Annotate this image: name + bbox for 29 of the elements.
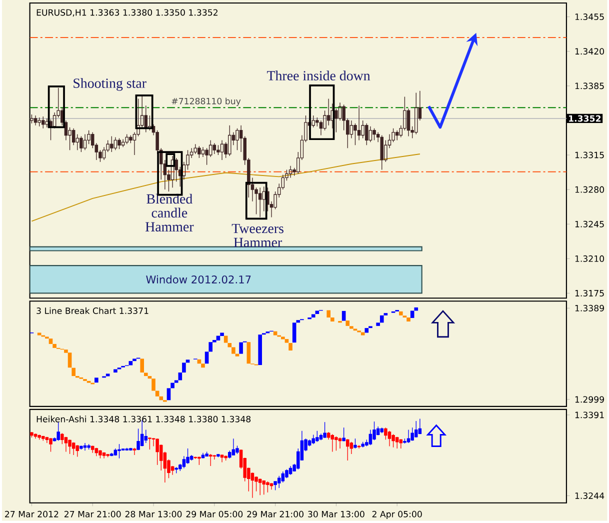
annotation: Shooting star [74, 78, 146, 91]
x-tick-label: 29 Mar 21:00 [247, 510, 304, 518]
y-tick-label: 1.3280 [575, 186, 604, 193]
y-tick-label: 1.3245 [575, 220, 604, 228]
y-tick-label: 1.3175 [575, 290, 604, 296]
y-tick-label: 1.3385 [575, 82, 604, 89]
x-tick-label: 30 Mar 13:00 [308, 510, 364, 518]
band-label: Window 2012.02.17 [146, 275, 251, 284]
annotation: Three inside down [267, 70, 370, 80]
x-tick-label: 2 Apr 05:00 [372, 510, 422, 519]
y-tick-label: 1.3420 [575, 48, 604, 54]
y-tick-label: 1.3315 [575, 152, 604, 158]
y-tick-label: 1.3389 [575, 304, 604, 312]
ref-line-label: 1.3352 [569, 115, 601, 122]
text: EURUSD,H1 1.3363 1.3380 1.3350 1.3352 [36, 9, 218, 16]
annotation: Blended candle Hammer [145, 194, 194, 232]
text: 3 Line Break Chart 1.3371 [36, 307, 148, 314]
x-tick-label: 29 Mar 05:00 [186, 510, 243, 518]
y-tick-label: 1.3210 [575, 255, 604, 262]
y-tick-label: 1.2999 [575, 396, 604, 402]
y-tick-label: 1.3391 [575, 411, 604, 418]
y-tick-label: 1.3244 [575, 492, 604, 499]
x-tick-label: 27 Mar 2012 [5, 510, 58, 518]
x-tick-label: 28 Mar 13:00 [125, 510, 182, 518]
x-tick-label: 27 Mar 21:00 [64, 510, 121, 518]
annotation: Tweezers Hammer [232, 224, 284, 247]
ref-line-label: #71288110 buy [172, 97, 241, 106]
text: Heiken-Ashi 1.3348 1.3361 1.3348 1.3380 1.3348 [36, 415, 251, 422]
y-tick-label: 1.3455 [575, 13, 604, 20]
